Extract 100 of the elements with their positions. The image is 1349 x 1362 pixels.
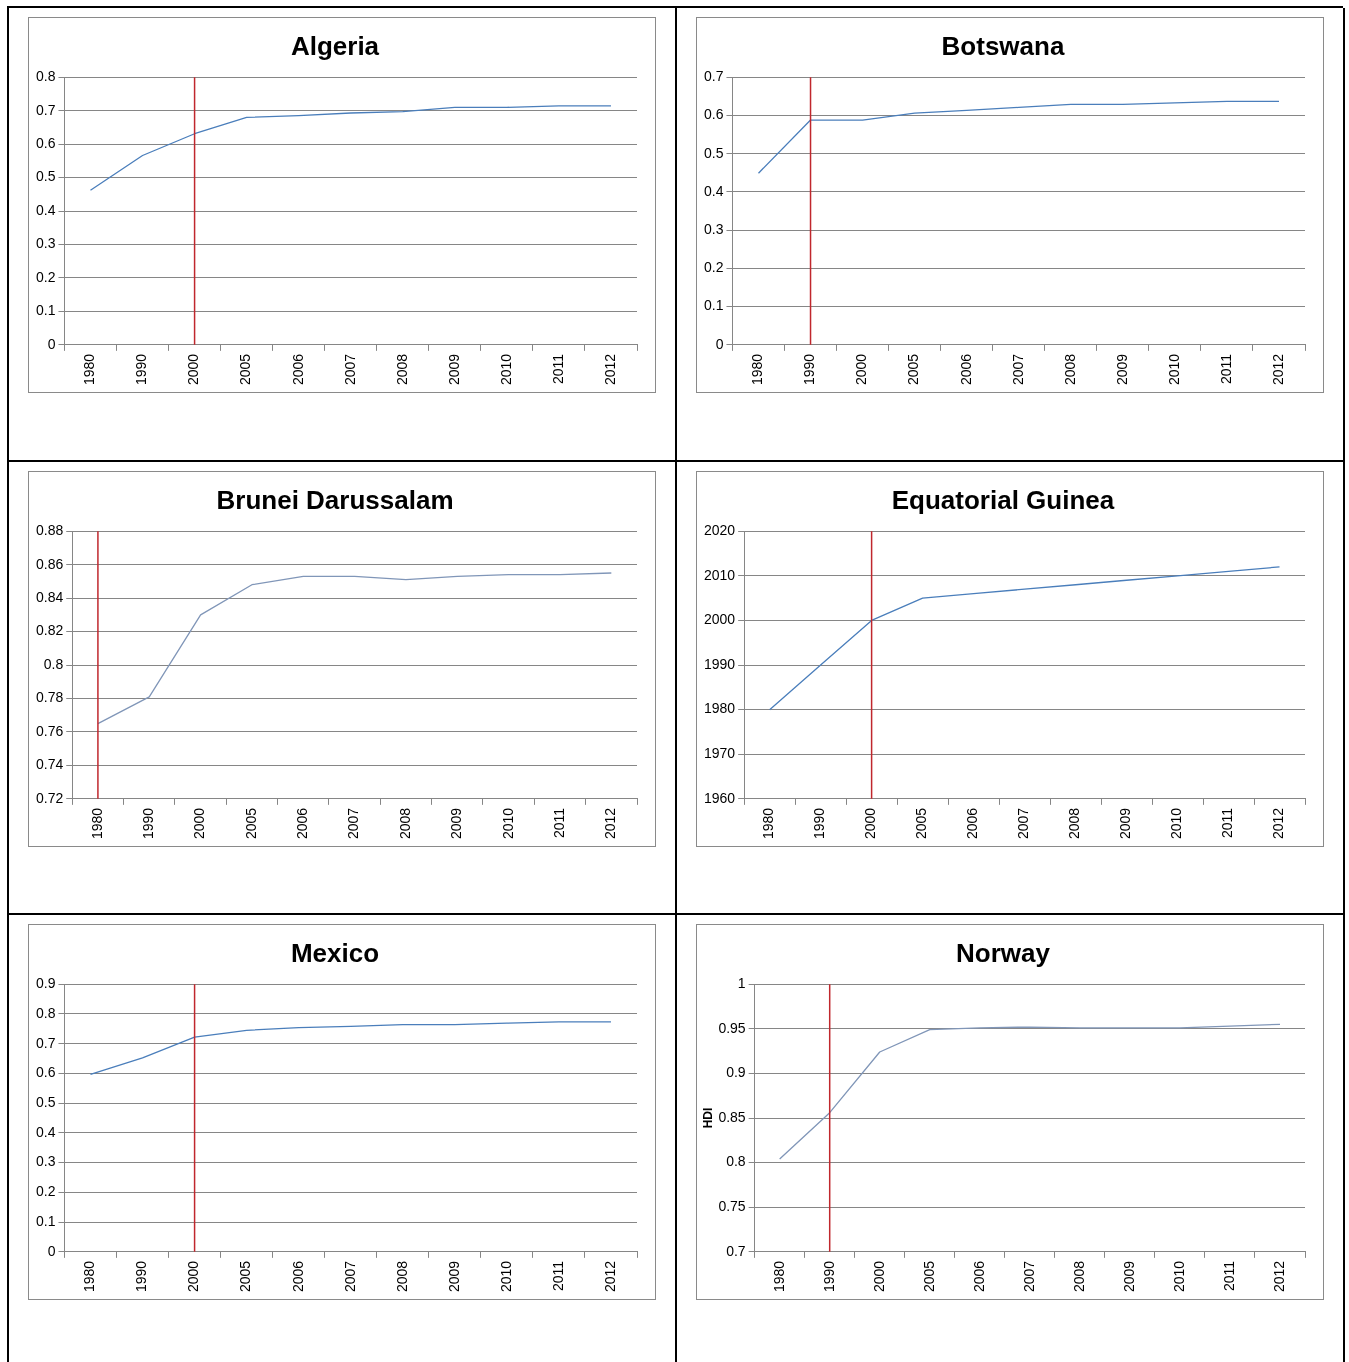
y-tick-label: 2000 [703, 611, 736, 628]
x-tick-label: 2005 [905, 353, 922, 386]
y-tick-label: 2010 [703, 566, 736, 583]
y-tick-label: 0.6 [35, 1064, 56, 1081]
x-tick-label: 2009 [1117, 807, 1134, 840]
y-tick-label: 0.75 [718, 1198, 746, 1215]
x-tick-label: 2008 [1061, 353, 1078, 386]
x-tick-label: 2010 [499, 807, 516, 840]
x-tick-label: 2012 [1270, 1260, 1287, 1293]
y-tick-label: 0 [47, 1242, 56, 1259]
y-tick-label: 0.2 [35, 1183, 56, 1200]
y-tick-label: 0.88 [36, 522, 64, 539]
y-tick-label: 0 [47, 335, 56, 352]
x-tick-label: 2005 [242, 807, 259, 840]
x-tick-label: 2006 [294, 807, 311, 840]
x-tick-label: 2011 [1220, 1260, 1237, 1291]
y-tick-label: 0.5 [35, 1094, 56, 1111]
x-tick-label: 2005 [920, 1260, 937, 1293]
y-tick-label: 0.6 [35, 134, 56, 151]
chart-title: Norway [956, 937, 1051, 968]
x-tick-label: 2009 [445, 353, 462, 386]
x-tick-label: 2007 [1015, 807, 1032, 840]
x-tick-label: 1990 [801, 353, 818, 386]
x-tick-label: 2008 [1070, 1260, 1087, 1293]
x-tick-label: 1980 [81, 1260, 98, 1293]
x-tick-label: 2008 [396, 807, 413, 840]
y-tick-label: 1 [737, 975, 746, 992]
x-tick-label: 2006 [957, 353, 974, 386]
y-tick-label: 0.7 [703, 68, 724, 85]
y-tick-label: 0.85 [718, 1108, 746, 1125]
x-tick-label: 2010 [1165, 353, 1182, 386]
y-tick-label: 0.5 [35, 168, 56, 185]
y-tick-label: 0.7 [35, 101, 56, 118]
x-tick-label: 1980 [760, 807, 777, 840]
y-tick-label: 0.3 [35, 1153, 56, 1170]
x-tick-label: 2005 [237, 353, 254, 386]
y-tick-label: 0.1 [35, 1212, 56, 1229]
chart-title: Brunei Darussalam [216, 484, 454, 515]
y-tick-label: 0.7 [35, 1034, 56, 1051]
y-tick-label: 0.9 [726, 1064, 746, 1081]
x-tick-label: 2000 [191, 807, 208, 840]
x-tick-label: 2007 [1009, 353, 1026, 386]
x-tick-label: 2012 [602, 807, 619, 840]
y-tick-label: 0.76 [36, 722, 64, 739]
y-tick-label: 0.8 [35, 68, 56, 85]
x-tick-label: 2012 [601, 1260, 618, 1293]
x-tick-label: 1980 [749, 353, 766, 386]
y-tick-label: 2020 [703, 522, 736, 539]
y-tick-label: 0.2 [35, 268, 56, 285]
x-tick-label: 2009 [1120, 1260, 1137, 1293]
x-tick-label: 2008 [393, 1260, 410, 1293]
y-tick-label: 0.1 [35, 302, 56, 319]
y-tick-label: 0.95 [718, 1019, 746, 1036]
x-tick-label: 2011 [1219, 807, 1236, 838]
x-tick-label: 1990 [140, 807, 157, 840]
y-tick-label: 0.7 [726, 1242, 746, 1259]
x-tick-label: 2009 [445, 1260, 462, 1293]
y-tick-label: 1970 [703, 745, 736, 762]
y-tick-label: 0.6 [703, 106, 724, 123]
x-tick-label: 2010 [1170, 1260, 1187, 1293]
x-tick-label: 2000 [185, 1260, 202, 1293]
y-tick-label: 0.3 [703, 221, 724, 238]
y-axis-title: HDI [700, 1107, 715, 1129]
x-tick-label: 2006 [970, 1260, 987, 1293]
x-tick-label: 2006 [289, 1260, 306, 1293]
x-tick-label: 2012 [1269, 353, 1286, 386]
y-tick-label: 0.1 [703, 297, 724, 314]
y-tick-label: 0.4 [703, 182, 724, 199]
y-tick-label: 0.84 [36, 588, 64, 605]
x-tick-label: 2006 [964, 807, 981, 840]
y-tick-label: 0.74 [36, 756, 64, 773]
y-tick-label: 0.8 [726, 1153, 746, 1170]
x-tick-label: 2000 [853, 353, 870, 386]
x-tick-label: 2012 [1270, 807, 1287, 840]
chart-title: Algeria [290, 30, 380, 61]
y-tick-label: 0.8 [35, 1004, 56, 1021]
x-tick-label: 2011 [549, 353, 566, 384]
x-tick-label: 2005 [237, 1260, 254, 1293]
x-tick-label: 2011 [549, 1260, 566, 1291]
chart-title: Equatorial Guinea [891, 484, 1115, 515]
chart-title: Mexico [290, 937, 380, 968]
x-tick-label: 1980 [770, 1260, 787, 1293]
x-tick-label: 2008 [1066, 807, 1083, 840]
y-tick-label: 0.78 [36, 689, 64, 706]
y-tick-label: 1960 [703, 789, 736, 806]
x-tick-label: 2011 [1217, 353, 1234, 384]
y-tick-label: 0.86 [36, 555, 64, 572]
y-tick-label: 0 [715, 335, 724, 352]
x-tick-label: 2000 [862, 807, 879, 840]
y-tick-label: 0.72 [36, 789, 64, 806]
y-tick-label: 1990 [703, 655, 736, 672]
x-tick-label: 2005 [913, 807, 930, 840]
x-tick-label: 2010 [497, 1260, 514, 1293]
x-tick-label: 2010 [1168, 807, 1185, 840]
x-tick-label: 2007 [341, 353, 358, 386]
x-tick-label: 1990 [820, 1260, 837, 1293]
x-tick-label: 2006 [289, 353, 306, 386]
x-tick-label: 1980 [88, 807, 105, 840]
x-tick-label: 2009 [448, 807, 465, 840]
x-tick-label: 1980 [81, 353, 98, 386]
